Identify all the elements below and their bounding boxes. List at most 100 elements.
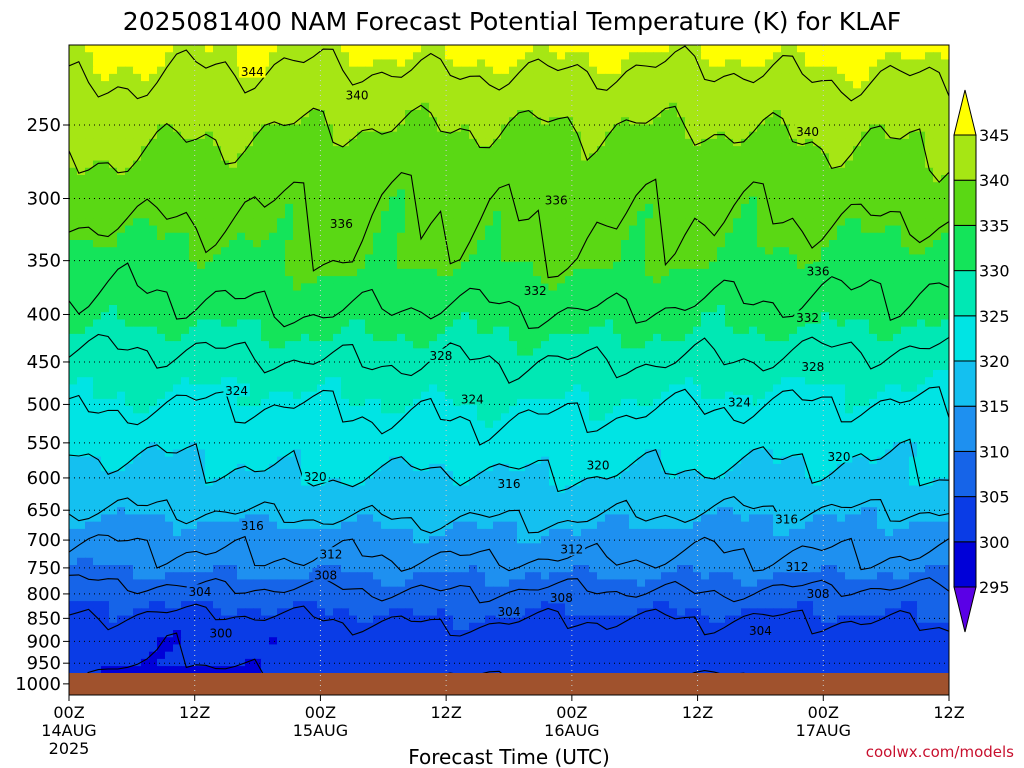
field-cell: [677, 59, 686, 68]
field-cell: [101, 189, 110, 198]
field-cell: [477, 247, 486, 256]
field-cell: [573, 138, 582, 147]
field-cell: [117, 232, 126, 241]
field-cell: [85, 138, 94, 147]
field-cell: [933, 182, 942, 191]
field-cell: [781, 326, 790, 335]
field-cell: [365, 261, 374, 270]
field-cell: [701, 102, 710, 111]
field-cell: [389, 254, 398, 263]
field-cell: [525, 261, 534, 270]
field-cell: [605, 268, 614, 277]
field-cell: [181, 102, 190, 111]
field-cell: [213, 131, 222, 140]
field-cell: [765, 66, 774, 75]
field-cell: [477, 45, 486, 53]
field-cell: [613, 261, 622, 270]
field-cell: [253, 312, 262, 321]
field-cell: [669, 276, 678, 284]
field-cell: [805, 175, 814, 183]
field-cell: [709, 117, 718, 126]
field-cell: [941, 240, 949, 248]
field-cell: [277, 146, 286, 154]
field-cell: [221, 276, 230, 284]
field-cell: [341, 348, 350, 357]
field-cell: [93, 81, 102, 89]
field-cell: [645, 305, 654, 313]
field-cell: [621, 276, 630, 284]
field-cell: [549, 182, 558, 191]
field-cell: [637, 110, 646, 118]
field-cell: [157, 247, 166, 256]
field-cell: [141, 88, 150, 97]
field-cell: [645, 182, 654, 191]
field-cell: [501, 333, 510, 342]
field-cell: [333, 348, 342, 357]
field-cell: [221, 138, 230, 147]
field-cell: [205, 261, 214, 270]
field-cell: [709, 362, 718, 371]
field-cell: [469, 283, 478, 292]
field-cell: [445, 276, 454, 284]
field-cell: [157, 52, 166, 61]
field-cell: [365, 59, 374, 68]
field-cell: [837, 333, 846, 342]
field-cell: [701, 319, 710, 328]
field-cell: [685, 167, 694, 176]
field-cell: [613, 305, 622, 313]
field-cell: [261, 225, 270, 234]
field-cell: [317, 283, 326, 292]
field-cell: [453, 290, 462, 299]
field-cell: [365, 117, 374, 126]
field-cell: [397, 232, 406, 241]
field-cell: [173, 261, 182, 270]
field-cell: [813, 341, 822, 349]
field-cell: [165, 102, 174, 111]
field-cell: [101, 167, 110, 176]
field-cell: [181, 167, 190, 176]
field-cell: [629, 45, 638, 53]
field-cell: [269, 182, 278, 191]
field-cell: [565, 240, 574, 248]
field-cell: [917, 305, 926, 313]
field-cell: [677, 146, 686, 154]
field-cell: [573, 225, 582, 234]
field-cell: [205, 138, 214, 147]
field-cell: [597, 225, 606, 234]
field-cell: [773, 333, 782, 342]
field-cell: [845, 88, 854, 97]
field-cell: [285, 211, 294, 219]
field-cell: [885, 175, 894, 183]
field-cell: [653, 124, 662, 133]
field-cell: [909, 348, 918, 357]
field-cell: [237, 167, 246, 176]
field-cell: [125, 283, 134, 292]
field-cell: [461, 326, 470, 335]
field-cell: [261, 355, 270, 364]
field-cell: [477, 305, 486, 313]
field-cell: [325, 362, 334, 371]
field-cell: [845, 341, 854, 349]
field-cell: [365, 211, 374, 219]
field-cell: [605, 362, 614, 371]
field-cell: [725, 355, 734, 364]
field-cell: [421, 370, 430, 378]
field-cell: [493, 232, 502, 241]
field-cell: [461, 189, 470, 198]
field-cell: [221, 348, 230, 357]
field-cell: [397, 305, 406, 313]
field-cell: [541, 276, 550, 284]
field-cell: [253, 153, 262, 162]
field-cell: [357, 225, 366, 234]
field-cell: [349, 232, 358, 241]
field-cell: [669, 211, 678, 219]
field-cell: [669, 333, 678, 342]
field-cell: [725, 348, 734, 357]
field-cell: [93, 131, 102, 140]
field-cell: [317, 218, 326, 227]
field-cell: [109, 355, 118, 364]
field-cell: [549, 66, 558, 75]
field-cell: [733, 66, 742, 75]
field-cell: [589, 203, 598, 212]
field-cell: [885, 146, 894, 154]
